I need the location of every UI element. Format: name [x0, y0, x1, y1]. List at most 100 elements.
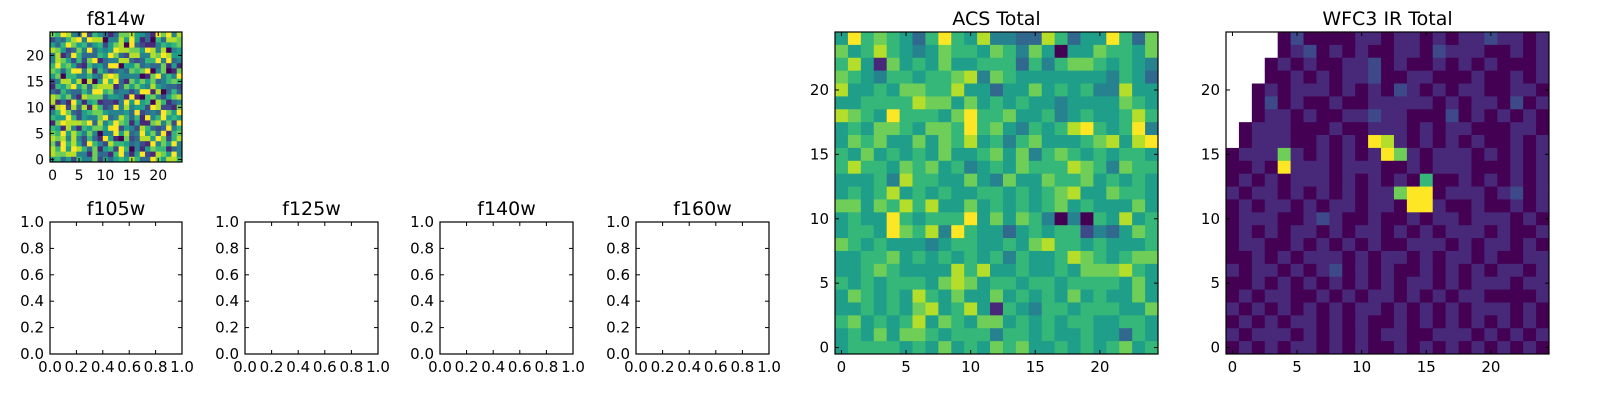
heatmap-cell — [76, 125, 83, 132]
heatmap-cell — [847, 212, 862, 226]
heatmap-cell — [1393, 341, 1408, 355]
heatmap-cell — [129, 94, 135, 100]
heatmap-cell — [134, 73, 141, 80]
heatmap-cell — [97, 130, 104, 137]
heatmap-cell — [1406, 276, 1421, 290]
heatmap-cell — [925, 70, 939, 84]
heatmap-cell — [1406, 341, 1421, 355]
heatmap-cell — [873, 173, 888, 187]
heatmap-cell — [886, 109, 900, 123]
heatmap-cell — [1041, 173, 1056, 187]
heatmap-cell — [1381, 250, 1395, 265]
heatmap-cell — [65, 115, 72, 121]
heatmap-cell — [92, 99, 98, 106]
heatmap-cell — [847, 70, 862, 84]
heatmap-cell — [65, 151, 72, 158]
heatmap-cell — [160, 110, 167, 116]
heatmap-cell — [134, 94, 141, 100]
heatmap-cell — [155, 130, 162, 137]
heatmap-cell — [1264, 122, 1279, 136]
heatmap-cell — [160, 37, 167, 43]
heatmap-cell — [1002, 212, 1017, 226]
heatmap-cell — [1342, 83, 1356, 97]
heatmap-cell — [990, 289, 1004, 303]
heatmap-cell — [1484, 135, 1498, 149]
heatmap-cell — [1393, 32, 1408, 46]
heatmap-cell — [1145, 225, 1159, 239]
heatmap-cell — [108, 130, 114, 137]
heatmap-cell — [1393, 83, 1408, 97]
heatmap-cell — [1054, 212, 1068, 226]
heatmap-cell — [1497, 44, 1511, 59]
heatmap-cell — [139, 47, 146, 54]
heatmap-cell — [118, 37, 125, 43]
heatmap-cell — [134, 84, 141, 90]
heatmap-cell — [71, 115, 77, 121]
heatmap-cell — [145, 125, 151, 132]
heatmap-cell — [1106, 70, 1120, 84]
y-tick-label: 0.0 — [410, 345, 434, 363]
heatmap-cell — [1536, 328, 1550, 342]
heatmap-cell — [1264, 109, 1279, 123]
heatmap-cell — [102, 125, 109, 132]
heatmap-cell — [1419, 328, 1434, 342]
heatmap-cell — [60, 125, 67, 132]
heatmap-cell — [50, 37, 56, 43]
heatmap-cell — [50, 99, 56, 106]
heatmap-cell — [1471, 186, 1485, 200]
heatmap-cell — [1277, 147, 1291, 162]
heatmap-cell — [118, 130, 125, 137]
heatmap-cell — [55, 141, 61, 147]
heatmap-cell — [990, 44, 1004, 59]
heatmap-cell — [108, 47, 114, 54]
heatmap-cell — [1264, 225, 1279, 239]
heatmap-cell — [1355, 109, 1369, 123]
heatmap-cell — [145, 110, 151, 116]
heatmap-cell — [150, 120, 156, 126]
x-tick-label: 0.8 — [730, 358, 754, 376]
heatmap-cell — [1368, 160, 1382, 175]
heatmap-cell — [847, 83, 862, 97]
heatmap-cell — [873, 341, 888, 355]
heatmap-cell — [1264, 70, 1279, 84]
x-tick-label: 15 — [123, 168, 141, 184]
heatmap-cell — [873, 328, 888, 342]
heatmap-cell — [97, 136, 104, 142]
y-tick-label: 0.2 — [410, 319, 434, 337]
heatmap-cell — [97, 58, 104, 64]
heatmap-cell — [171, 120, 178, 126]
heatmap-cell — [951, 70, 965, 84]
heatmap-cell — [160, 115, 167, 121]
heatmap-cell — [1381, 212, 1395, 226]
heatmap-cell — [160, 104, 167, 111]
heatmap-cell — [1041, 302, 1056, 316]
heatmap-cell — [964, 263, 978, 278]
heatmap-cell — [108, 115, 114, 121]
heatmap-cell — [1510, 199, 1524, 213]
panel-title: f105w — [87, 198, 146, 220]
heatmap-cell — [139, 115, 146, 121]
heatmap-cell — [150, 58, 156, 64]
heatmap-cell — [1355, 57, 1369, 72]
heatmap-cell — [1381, 57, 1395, 72]
heatmap-cell — [1381, 289, 1395, 303]
y-tick-label: 0.8 — [215, 239, 239, 257]
heatmap-cell — [60, 136, 67, 142]
y-tick-label: 15 — [810, 145, 829, 163]
heatmap-cell — [150, 63, 156, 69]
heatmap-cell — [92, 37, 98, 43]
heatmap-cell — [1510, 32, 1524, 46]
heatmap-cell — [1523, 212, 1537, 226]
heatmap-cell — [155, 99, 162, 106]
heatmap-cell — [129, 37, 135, 43]
heatmap-cell — [1145, 57, 1159, 72]
heatmap-cell — [97, 99, 104, 106]
heatmap-cell — [899, 212, 913, 226]
heatmap-cell — [166, 94, 172, 100]
heatmap-cell — [150, 42, 156, 48]
heatmap-cell — [1510, 263, 1524, 278]
heatmap-cell — [1093, 122, 1107, 136]
heatmap-cell — [847, 44, 862, 59]
heatmap-cell — [990, 315, 1004, 329]
heatmap-cell — [1080, 70, 1094, 84]
